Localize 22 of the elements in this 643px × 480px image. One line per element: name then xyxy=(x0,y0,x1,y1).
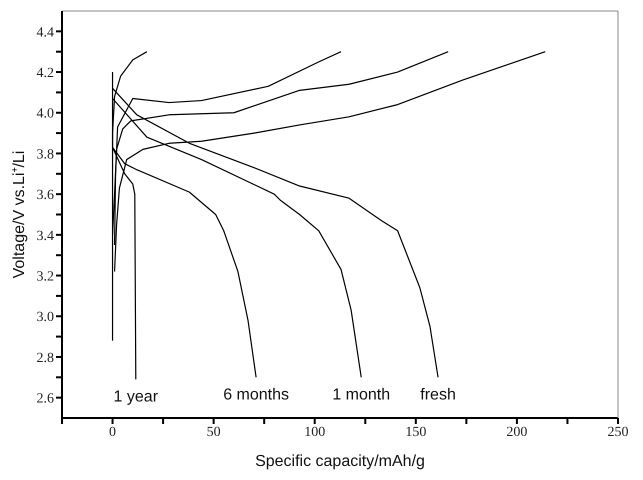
y-tick-label: 3.8 xyxy=(36,147,54,162)
x-tick-label: 200 xyxy=(506,424,528,440)
series-label: 1 year xyxy=(114,388,159,406)
x-tick-label: 50 xyxy=(206,424,221,440)
y-tick-label: 3.2 xyxy=(36,270,54,285)
y-tick-label: 3.6 xyxy=(36,188,54,204)
y-axis-title: Voltage/V vs.Li⁺/Li xyxy=(11,150,28,278)
y-tick-label: 4.0 xyxy=(36,106,54,122)
y-tick-label: 3.4 xyxy=(36,228,54,244)
y-tick-label: 3.0 xyxy=(36,310,54,326)
y-tick-label: 2.6 xyxy=(36,392,54,407)
series-label: fresh xyxy=(420,386,456,404)
y-tick-label: 2.8 xyxy=(36,350,54,366)
series-label: 6 months xyxy=(223,386,289,404)
x-tick-label: 0 xyxy=(109,424,116,440)
x-tick-label: 100 xyxy=(304,424,326,440)
y-tick-label: 4.2 xyxy=(36,66,54,82)
y-tick-label: 4.4 xyxy=(36,25,54,40)
series-label: 1 month xyxy=(332,386,390,404)
x-axis-title: Specific capacity/mAh/g xyxy=(255,453,425,470)
x-tick-label: 250 xyxy=(608,424,628,440)
x-tick-label: 150 xyxy=(405,424,426,440)
